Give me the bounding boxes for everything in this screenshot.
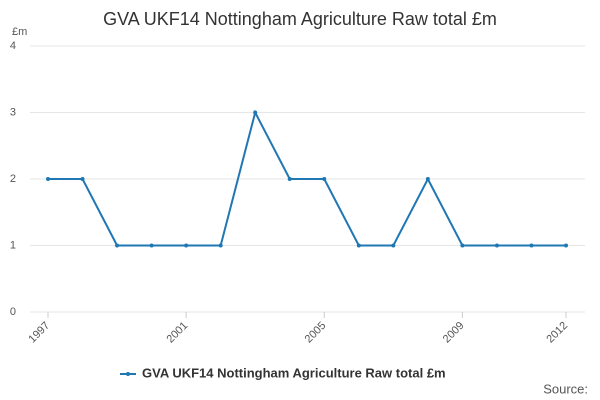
point bbox=[149, 243, 154, 248]
point bbox=[287, 177, 292, 181]
source: Source: bbox=[543, 381, 588, 396]
point bbox=[425, 177, 430, 181]
x-tick-label: 2009 bbox=[441, 320, 467, 346]
point bbox=[356, 243, 361, 248]
point bbox=[494, 243, 499, 248]
x-tick-label: 2001 bbox=[165, 320, 191, 346]
series-line bbox=[48, 109, 566, 247]
point bbox=[218, 243, 223, 248]
y-unit: £m bbox=[12, 26, 27, 38]
legend-label: GVA UKF14 Nottingham Agriculture Raw tot… bbox=[142, 365, 446, 380]
point bbox=[460, 243, 465, 248]
point bbox=[184, 243, 189, 248]
y-tick-label: 0 bbox=[10, 306, 16, 318]
chart-title: GVA UKF14 Nottingham Agriculture Raw tot… bbox=[103, 9, 497, 29]
y-tick-label: 1 bbox=[10, 239, 16, 251]
y-tick-label: 4 bbox=[10, 40, 16, 52]
point bbox=[115, 243, 120, 248]
x-tick-label: 1997 bbox=[26, 320, 52, 346]
y-tick-label: 2 bbox=[10, 173, 16, 185]
point bbox=[564, 243, 568, 248]
legend-swatch-dot bbox=[126, 372, 130, 376]
point bbox=[391, 243, 396, 248]
x-tick-label: 2005 bbox=[303, 320, 329, 346]
x-tick-label: 2012 bbox=[544, 320, 570, 346]
point bbox=[529, 243, 534, 248]
point bbox=[46, 177, 50, 181]
point bbox=[253, 110, 258, 115]
point bbox=[80, 177, 85, 181]
y-tick-label: 3 bbox=[10, 106, 16, 118]
point bbox=[322, 177, 327, 181]
